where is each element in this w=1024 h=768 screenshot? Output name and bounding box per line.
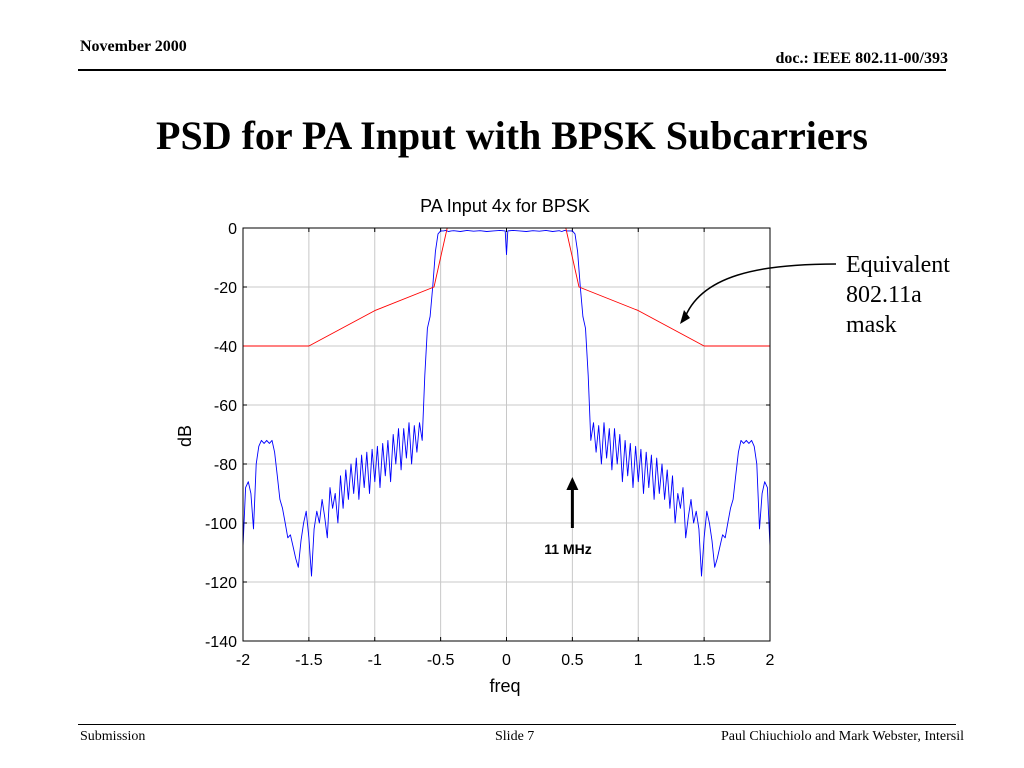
x-tick-label: 0: [502, 652, 511, 669]
psd-line: [242, 229, 771, 577]
callout-line: mask: [846, 312, 897, 338]
plot-frame: [242, 227, 771, 642]
marker-label: 11 MHz: [544, 541, 591, 557]
footer-slide-number: Slide 7: [495, 729, 535, 744]
x-tick-label: -2: [236, 652, 250, 669]
x-tick-label: 1.5: [693, 652, 715, 669]
x-tick-label: -1: [368, 652, 382, 669]
y-tick-label: 0: [228, 221, 237, 238]
y-tick-label: -140: [205, 634, 237, 651]
y-tick-label: -20: [214, 280, 237, 297]
footer-submission: Submission: [80, 729, 146, 744]
chart-title: PA Input 4x for BPSK: [420, 196, 590, 216]
x-axis-label: freq: [489, 676, 520, 696]
slide-title: PSD for PA Input with BPSK Subcarriers: [156, 113, 868, 158]
callout-line: Equivalent: [846, 252, 950, 278]
footer-authors: Paul Chiuchiolo and Mark Webster, Inters…: [720, 729, 964, 744]
callout-line: 802.11a: [846, 282, 922, 308]
chart-grid: [242, 227, 771, 642]
x-tick-label: -1.5: [295, 652, 323, 669]
footer-divider: [78, 724, 956, 725]
y-tick-label: -80: [214, 457, 237, 474]
y-tick-label: -60: [214, 398, 237, 415]
y-tick-label: -40: [214, 339, 237, 356]
marker-arrowhead: [566, 477, 579, 490]
x-tick-label: 1: [634, 652, 643, 669]
mask-callout: Equivalent 802.11a mask: [846, 250, 950, 340]
y-axis-label: dB: [175, 425, 195, 447]
y-tick-label: -100: [205, 516, 237, 533]
callout-arrowhead: [680, 310, 690, 324]
tick-labels: -2 -1.5 -1 -0.5 0 0.5 1 1.5 2 0 -20 -40 -60 -80 -100 -1…: [205, 221, 775, 669]
header-doc-id: doc.: IEEE 802.11-00/393: [775, 50, 948, 67]
x-tick-label: 2: [766, 652, 775, 669]
x-tick-label: -0.5: [427, 652, 455, 669]
header-date: November 2000: [80, 38, 187, 55]
y-tick-label: -120: [205, 575, 237, 592]
header-divider: [78, 69, 946, 71]
x-tick-label: 0.5: [561, 652, 583, 669]
callout-arrow: [683, 263, 837, 321]
